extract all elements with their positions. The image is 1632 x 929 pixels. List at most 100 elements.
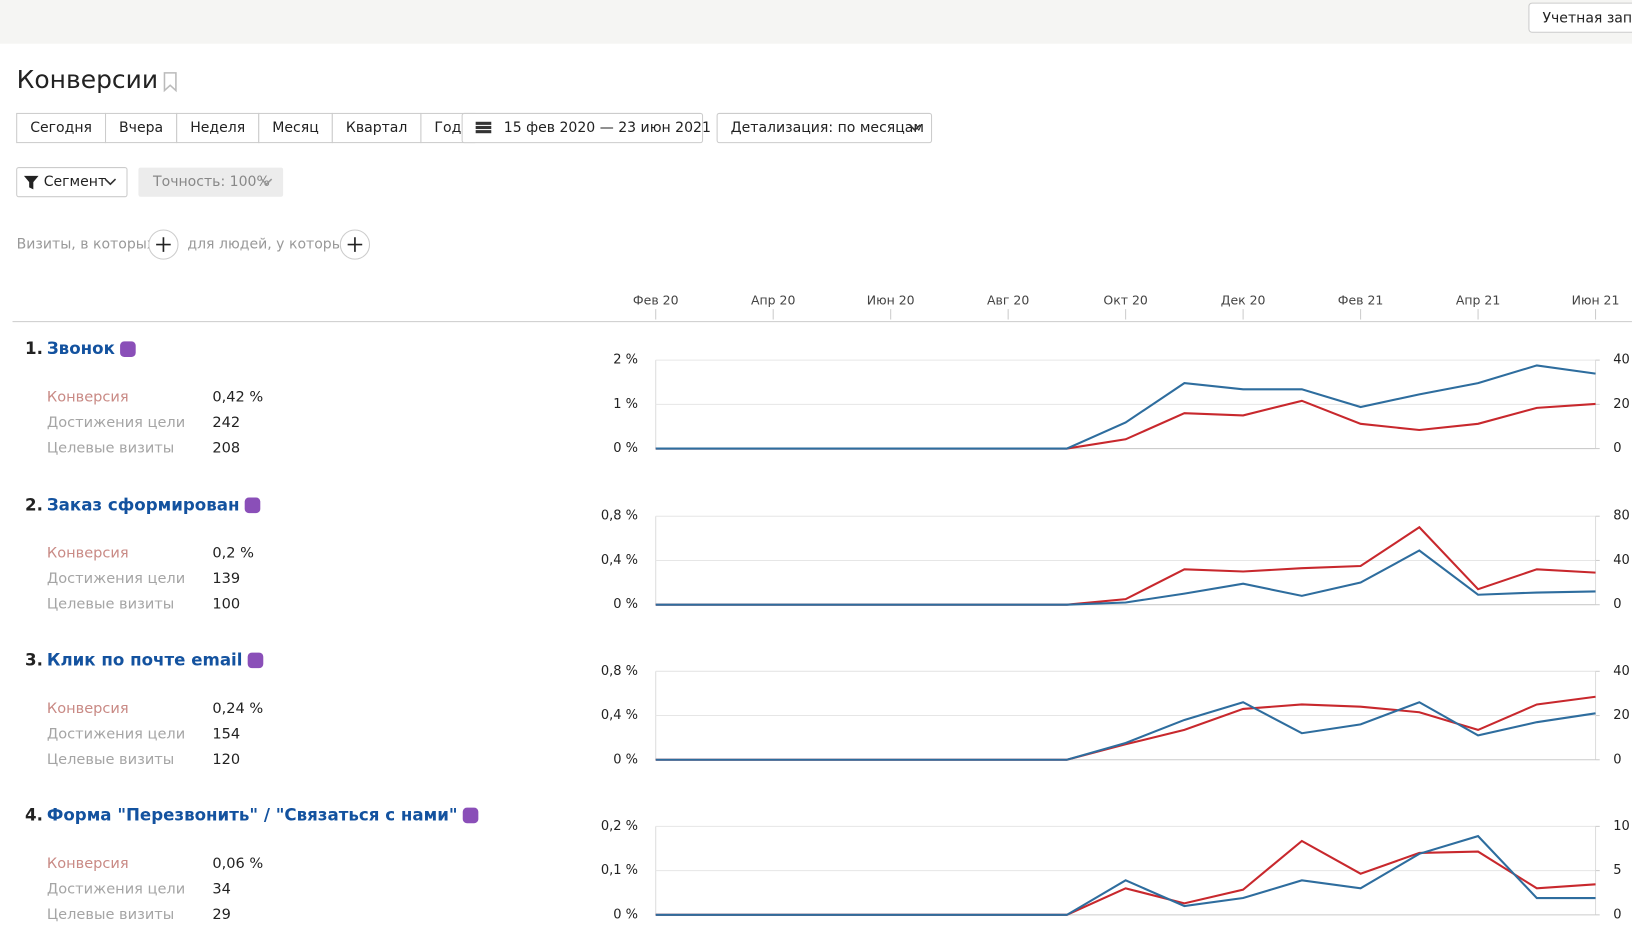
period-buttons: Сегодня Вчера Неделя Месяц Квартал Год [16,112,476,144]
y2-tick-label: 0 [1613,752,1621,767]
metric-label: Достижения цели [47,725,185,742]
y2-tick-label: 5 [1613,863,1621,878]
y-tick-label: 0 % [613,752,638,767]
goal-number: 1. [25,339,43,358]
period-label: Квартал [346,120,408,136]
y2-tick-label: 40 [1613,553,1630,568]
goal-name[interactable]: Форма "Перезвонить" / "Связаться с нами" [47,805,458,824]
x-tick-label: Июн 21 [1572,292,1620,307]
metric-value: 34 [212,880,231,897]
calendar-icon [475,121,492,134]
y-tick-label: 0,8 % [601,509,638,524]
bookmark-icon[interactable] [163,72,177,93]
period-button[interactable] [176,112,260,144]
series-line [655,399,1596,450]
y-tick-label: 2 % [613,353,638,368]
series-line [655,701,1596,761]
metric-value: 242 [212,414,240,431]
date-range-button[interactable] [461,112,704,144]
goal-type-icon [462,807,479,824]
period-button[interactable] [331,112,422,144]
period-label: Месяц [272,120,319,136]
series-line [655,525,1596,606]
goal-name[interactable]: Клик по почте email [47,650,243,669]
goal-number: 4. [25,805,43,824]
x-tick-label: Апр 21 [1456,292,1500,307]
top-bar [0,0,1632,44]
metric-value: 208 [212,440,240,457]
metric-value: 120 [212,751,240,768]
metric-value: 139 [212,570,240,587]
y2-tick-label: 0 [1613,597,1621,612]
x-tick-label: Фев 21 [1338,292,1384,307]
y2-tick-label: 10 [1613,819,1630,834]
series-line [655,364,1596,450]
period-label: Год [434,120,461,136]
metric-label: Достижения цели [47,570,185,587]
metric-label: Конверсия [47,545,129,562]
detail-button[interactable] [716,112,933,144]
filter-icon [23,175,39,190]
metric-label: Достижения цели [47,414,185,431]
y-tick-label: 0 % [613,597,638,612]
y-tick-label: 0,4 % [601,708,638,723]
metric-value: 100 [212,596,240,613]
metric-value: 0,06 % [212,855,263,872]
goal-type-icon [247,652,264,669]
y2-tick-label: 40 [1613,664,1630,679]
filter-visits: Визиты, в которых [17,237,155,253]
series-line [655,695,1596,761]
y-tick-label: 0,2 % [601,819,638,834]
goal-name[interactable]: Звонок [47,339,116,358]
segment-button[interactable] [16,167,128,198]
page-title: Конверсии [17,65,158,94]
detail-label: Детализация: по месяцам [731,120,924,136]
goal-name[interactable]: Заказ сформирован [47,495,240,514]
goal-number: 3. [25,650,43,669]
account-button[interactable] [1528,2,1632,33]
plus-icon [347,237,363,252]
metric-value: 154 [212,725,240,742]
y-tick-label: 1 % [613,397,638,412]
filter-people: для людей, у которых [187,237,351,253]
y-tick-label: 0 % [613,441,638,456]
y2-tick-label: 0 [1613,907,1621,922]
period-label: Неделя [190,120,245,136]
chevron [260,178,273,186]
chevron [104,178,117,186]
y2-tick-label: 40 [1613,353,1630,368]
date-range: 15 фев 2020 — 23 июн 2021 [504,120,711,136]
metric-label: Целевые визиты [47,906,174,923]
metric-label: Конверсия [47,855,129,872]
accuracy-button[interactable] [138,167,284,197]
metric-label: Целевые визиты [47,440,174,457]
goal-number: 2. [25,495,43,514]
period-label: Сегодня [30,120,92,136]
segment-label: Сегмент [44,174,106,190]
goal-type-icon [244,497,261,514]
y2-tick-label: 80 [1613,509,1630,524]
x-tick-label: Июн 20 [867,292,915,307]
x-tick-label: Фев 20 [633,292,679,307]
x-tick-label: Авг 20 [987,292,1029,307]
y2-tick-label: 20 [1613,397,1630,412]
y2-tick-label: 20 [1613,708,1630,723]
chevron [909,124,921,132]
account-label: Учетная запи [1542,11,1632,27]
x-tick-label: Дек 20 [1221,292,1266,307]
y-tick-label: 0,1 % [601,863,638,878]
period-button[interactable] [258,112,333,144]
metric-label: Целевые визиты [47,751,174,768]
x-tick-label: Окт 20 [1103,292,1148,307]
x-tick-label: Апр 20 [751,292,795,307]
accuracy-label: Точность: 100% [152,174,270,190]
metric-value: 29 [212,906,231,923]
series-line [655,839,1596,916]
series-line [655,549,1596,606]
series-line [655,834,1596,916]
y-tick-label: 0 % [613,907,638,922]
period-button[interactable] [105,112,178,144]
metric-label: Конверсия [47,389,129,406]
